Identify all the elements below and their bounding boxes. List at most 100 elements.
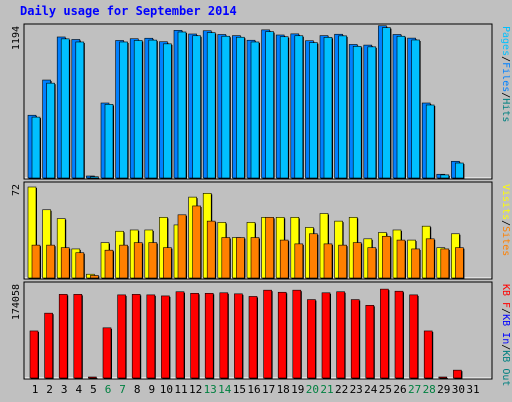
day-tick-label: 3	[61, 383, 68, 396]
bar-sites	[309, 233, 318, 279]
bar-sites	[60, 247, 70, 279]
bar-files	[75, 41, 85, 179]
bar-files	[236, 36, 245, 179]
day-tick-label: 24	[364, 383, 378, 396]
bar-files	[60, 38, 70, 179]
legend-part: KB In	[500, 314, 510, 344]
day-tick-label: 10	[160, 383, 173, 396]
usage-graph-frame: Daily usage for September 2014 1194 Pages…	[2, 2, 510, 398]
bar-files	[440, 174, 450, 179]
day-tick-label: 29	[437, 383, 450, 396]
legend-part: /	[500, 308, 510, 314]
bar-kb-f	[58, 294, 68, 379]
bar-shadow	[439, 378, 448, 379]
bar-files	[367, 46, 377, 179]
bar-files	[411, 39, 420, 179]
bar-sites	[425, 238, 435, 279]
bar-files	[352, 46, 362, 179]
bar-sites	[338, 244, 347, 279]
day-tick-label: 12	[189, 383, 202, 396]
day-tick-label: 6	[105, 383, 112, 396]
legend-part: /	[500, 344, 510, 350]
bar-sites	[367, 247, 377, 279]
panel-1-legend: Pages/Files/Hits	[500, 26, 510, 122]
bar-sites	[221, 237, 231, 279]
legend-part: /	[500, 92, 510, 98]
legend-part: KB Out	[500, 350, 510, 386]
bar-kb-f	[307, 299, 316, 379]
bar-kb-f	[190, 293, 199, 379]
bar-kb-f	[350, 299, 360, 379]
bar-kb-f	[380, 288, 389, 379]
bar-kb-f	[146, 294, 156, 379]
bar-kb-f	[263, 289, 272, 379]
day-tick-label: 17	[262, 383, 275, 396]
bar-kb-f	[277, 291, 287, 379]
day-tick-label: 25	[379, 383, 392, 396]
legend-part: /	[500, 220, 510, 226]
bar-sites	[46, 244, 55, 279]
day-tick-label: 28	[423, 383, 436, 396]
bar-sites	[323, 243, 333, 279]
bar-kb-f	[248, 296, 258, 379]
day-tick-label: 13	[204, 383, 217, 396]
bar-sites	[352, 242, 362, 279]
bar-sites	[250, 237, 260, 279]
legend-part: Hits	[500, 98, 510, 122]
day-tick-label: 14	[218, 383, 232, 396]
bar-kb-f	[88, 376, 97, 379]
bar-files	[46, 82, 55, 179]
bar-files	[338, 35, 347, 179]
bar-files	[133, 40, 143, 179]
bar-files	[90, 176, 99, 179]
bar-kb-f	[204, 293, 214, 379]
bar-sites	[455, 247, 464, 279]
bar-sites	[396, 239, 406, 279]
day-tick-label: 31	[466, 383, 479, 396]
bar-kb-f	[438, 376, 448, 379]
bar-files	[309, 42, 318, 179]
day-tick-label: 7	[119, 383, 126, 396]
bar-sites	[104, 249, 114, 279]
panel-1-ymax-label: 1194	[11, 26, 22, 50]
bar-files	[163, 43, 172, 179]
bar-kb-f	[336, 291, 345, 379]
bar-kb-f	[29, 330, 39, 379]
bar-sites	[148, 242, 158, 279]
bar-sites	[265, 217, 274, 279]
day-tick-label: 19	[291, 383, 304, 396]
legend-part: KB F	[500, 284, 510, 308]
bar-sites	[294, 243, 304, 279]
bar-kb-f	[394, 290, 404, 379]
bar-kb-f	[409, 294, 418, 379]
bar-sites	[192, 205, 201, 279]
bar-kb-f	[234, 293, 243, 379]
day-tick-label: 21	[320, 383, 333, 396]
bar-kb-f	[44, 312, 53, 379]
bar-kb-f	[175, 291, 185, 379]
bar-files	[119, 41, 128, 179]
legend-part: Visits	[500, 184, 510, 220]
bar-sites	[119, 244, 128, 279]
bar-sites	[440, 248, 450, 279]
day-tick-label: 22	[335, 383, 348, 396]
bar-sites	[411, 248, 420, 279]
bar-files	[382, 27, 391, 179]
day-tick-label: 11	[174, 383, 187, 396]
day-tick-label: 30	[452, 383, 465, 396]
bar-shadow	[91, 177, 100, 179]
panel-2-ymax-label: 72	[11, 184, 22, 196]
bar-sites	[163, 247, 172, 279]
bar-files	[206, 32, 216, 179]
legend-part: Files	[500, 62, 510, 92]
bar-shadow	[89, 378, 98, 379]
day-tick-label: 26	[393, 383, 406, 396]
bar-sites	[206, 220, 216, 279]
bar-kb-f	[423, 330, 433, 379]
legend-part: Sites	[500, 226, 510, 256]
bar-sites	[279, 239, 289, 279]
bar-files	[455, 162, 464, 179]
bar-sites	[133, 242, 143, 279]
day-tick-label: 15	[233, 383, 246, 396]
